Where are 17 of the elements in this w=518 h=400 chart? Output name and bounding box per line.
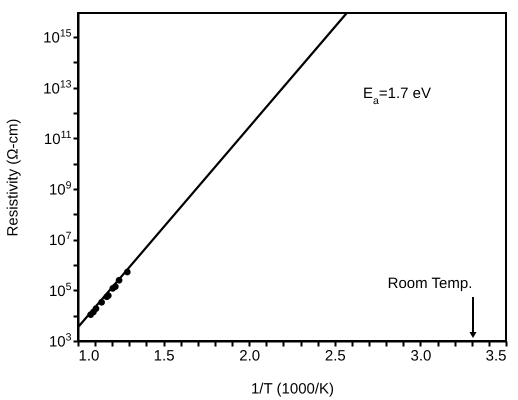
y-tick-label: 10$^{7}$ [48, 230, 72, 250]
y-tick-label: 10$^{5}$ [48, 280, 72, 300]
annotation: E$_{a}$=1.7 eV [363, 85, 431, 107]
x-tick-label: 3.5 [486, 348, 506, 364]
x-axis-title: 1/T (1000/K) [250, 380, 334, 398]
y-tick-label: 10$^{15}$ [43, 28, 72, 47]
y-tick-label: 10$^{3}$ [48, 332, 72, 350]
y-tick-label: 10$^{13}$ [43, 78, 72, 98]
y-tick-label: 10$^{9}$ [48, 180, 72, 199]
x-tick-label: 1.0 [78, 348, 100, 364]
x-tick-label: 2.0 [239, 348, 260, 364]
x-tick-label: 3.0 [410, 348, 432, 364]
y-axis-title: Resistivity (Ω-cm) [4, 118, 22, 236]
x-tick-label: 1.5 [154, 348, 175, 364]
annotation: Room Temp. [388, 275, 472, 292]
y-tick-label: 10$^{11}$ [44, 128, 72, 148]
x-tick-label: 2.5 [324, 348, 346, 364]
